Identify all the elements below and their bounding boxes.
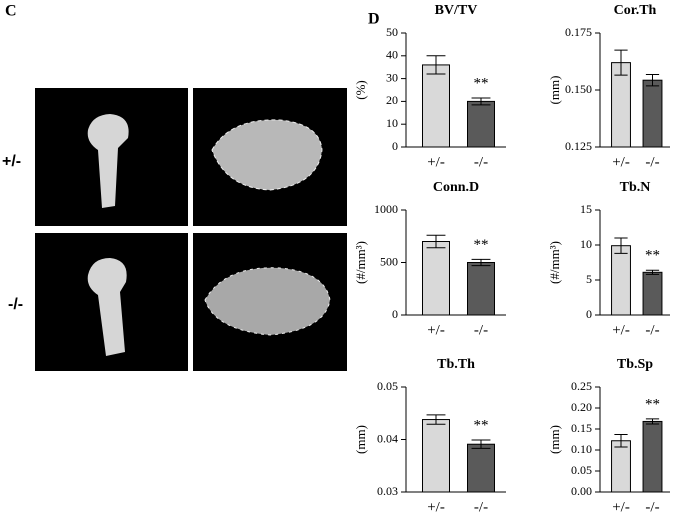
trabecular — [204, 267, 331, 336]
bar — [642, 271, 663, 316]
x-tick-label: -/- — [474, 322, 488, 338]
y-tick-label: 0.10 — [571, 442, 592, 456]
y-tick-label: 20 — [386, 93, 398, 107]
error-bar — [426, 55, 446, 75]
y-tick-label: 0.15 — [571, 421, 592, 435]
error-bar — [471, 97, 491, 106]
error-bar — [645, 73, 660, 87]
y-tick-label: 0.125 — [565, 139, 592, 153]
y-tick-label: 0.25 — [571, 379, 592, 393]
significance: ** — [645, 248, 660, 264]
bar — [611, 245, 631, 316]
y-tick-label: 0.05 — [377, 379, 398, 393]
y-tick-label: 0 — [392, 307, 398, 321]
y-tick-label: 0.04 — [377, 431, 398, 445]
y-axis-label: (#/mm³) — [547, 241, 562, 284]
y-tick-label: 0.03 — [377, 484, 398, 498]
y-tick-label: 10 — [386, 116, 398, 130]
y-tick-label: 40 — [386, 48, 398, 62]
error-bar — [471, 439, 491, 449]
error-bar — [426, 234, 446, 249]
significance: ** — [474, 75, 489, 91]
ct-images — [35, 88, 347, 371]
x-tick-label: -/- — [474, 154, 488, 170]
y-tick-label: 15 — [580, 202, 592, 216]
row-label: +/- — [2, 153, 21, 170]
error-bar — [614, 237, 628, 254]
y-axis-label: (mm) — [353, 425, 368, 454]
bar — [642, 420, 663, 493]
y-tick-label: 0 — [586, 307, 592, 321]
bar — [467, 262, 495, 316]
panel-label: D — [368, 11, 380, 28]
chart-title: Tb.Sp — [617, 357, 653, 372]
bar — [422, 241, 450, 316]
bone — [87, 114, 129, 208]
y-tick-label: 50 — [386, 25, 398, 39]
y-tick-label: 30 — [386, 70, 398, 84]
bar — [467, 443, 495, 493]
y-tick-label: 0.150 — [565, 82, 592, 96]
significance: ** — [474, 417, 489, 433]
bar — [642, 79, 663, 148]
x-tick-label: -/- — [645, 154, 659, 170]
y-tick-label: 5 — [586, 272, 592, 286]
chart-title: Cor.Th — [614, 3, 657, 18]
y-tick-label: 1000 — [374, 202, 398, 216]
x-tick-label: +/- — [427, 499, 445, 515]
significance: ** — [474, 237, 489, 253]
bar — [422, 64, 450, 148]
chart-title: Conn.D — [433, 180, 479, 195]
panel-label: C — [5, 3, 17, 20]
bar — [611, 440, 631, 493]
y-tick-label: 0.00 — [571, 484, 592, 498]
chart-title: BV/TV — [435, 3, 478, 18]
x-tick-label: +/- — [612, 499, 630, 515]
row-label: -/- — [8, 296, 23, 313]
significance: ** — [645, 396, 660, 412]
error-bar — [614, 49, 628, 76]
error-bar — [645, 269, 660, 275]
x-tick-label: +/- — [427, 154, 445, 170]
error-bar — [614, 433, 628, 448]
x-tick-label: +/- — [612, 322, 630, 338]
x-tick-label: +/- — [427, 322, 445, 338]
trabecular — [211, 119, 323, 191]
y-tick-label: 0 — [392, 139, 398, 153]
x-tick-label: -/- — [474, 499, 488, 515]
x-tick-label: +/- — [612, 154, 630, 170]
y-tick-label: 500 — [380, 254, 398, 268]
x-tick-label: -/- — [645, 322, 659, 338]
bar — [467, 100, 495, 148]
bar — [422, 419, 450, 493]
y-tick-label: 0.05 — [571, 463, 592, 477]
y-axis-label: (%) — [353, 80, 368, 100]
chart-title: Tb.N — [620, 180, 651, 195]
y-axis-label: (#/mm³) — [353, 241, 368, 284]
y-tick-label: 0.175 — [565, 25, 592, 39]
y-axis-label: (mm) — [547, 425, 562, 454]
chart-title: Tb.Th — [437, 357, 475, 372]
y-tick-label: 0.20 — [571, 400, 592, 414]
error-bar — [426, 414, 446, 425]
y-axis-label: (mm) — [547, 76, 562, 105]
bone — [87, 258, 127, 356]
error-bar — [645, 418, 660, 425]
x-tick-label: -/- — [645, 499, 659, 515]
error-bar — [471, 258, 491, 267]
y-tick-label: 10 — [580, 237, 592, 251]
